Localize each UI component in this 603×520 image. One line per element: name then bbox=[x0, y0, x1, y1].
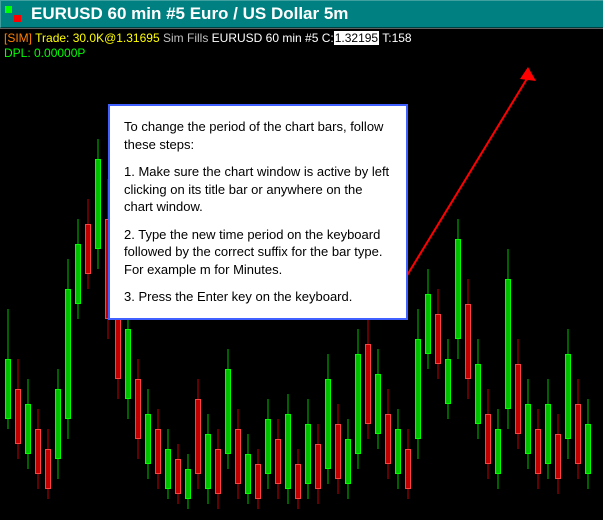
status-line-1: [SIM] Trade: 30.0K@1.31695 Sim Fills EUR… bbox=[4, 31, 412, 45]
chart-area[interactable]: [SIM] Trade: 30.0K@1.31695 Sim Fills EUR… bbox=[0, 28, 603, 520]
help-tooltip: To change the period of the chart bars, … bbox=[108, 104, 408, 320]
help-step-3: 3. Press the Enter key on the keyboard. bbox=[124, 288, 392, 306]
help-intro: To change the period of the chart bars, … bbox=[124, 118, 392, 153]
status-pair: EURUSD 60 min #5 bbox=[212, 31, 319, 45]
status-t: T:158 bbox=[382, 31, 411, 45]
status-line-2: DPL: 0.00000P bbox=[4, 46, 85, 60]
help-step-2: 2. Type the new time period on the keybo… bbox=[124, 226, 392, 279]
status-close-value: 1.32195 bbox=[334, 31, 379, 45]
window-titlebar[interactable]: EURUSD 60 min #5 Euro / US Dollar 5m bbox=[0, 0, 603, 28]
window-title: EURUSD 60 min #5 Euro / US Dollar 5m bbox=[31, 4, 348, 24]
help-step-1: 1. Make sure the chart window is active … bbox=[124, 163, 392, 216]
app-icon bbox=[5, 6, 21, 22]
status-simfills: Sim Fills bbox=[163, 31, 208, 45]
status-sim: [SIM] bbox=[4, 31, 32, 45]
status-trade: Trade: 30.0K@1.31695 bbox=[35, 31, 160, 45]
status-close-label: C: bbox=[322, 31, 334, 45]
